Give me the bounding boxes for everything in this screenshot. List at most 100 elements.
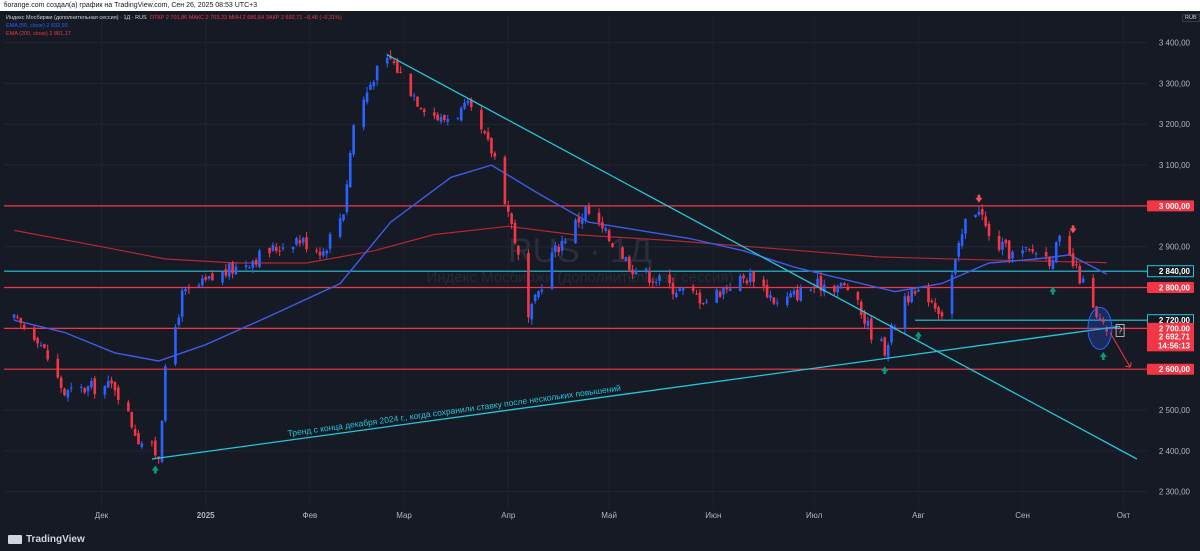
x-tick-label: Фев bbox=[303, 511, 318, 520]
buy-arrow-icon bbox=[881, 366, 889, 375]
candle-body bbox=[654, 281, 658, 283]
candle-body bbox=[69, 387, 73, 389]
last-price-tag bbox=[1147, 331, 1194, 352]
candle-body bbox=[1007, 240, 1011, 260]
ema200-line bbox=[13, 225, 1107, 264]
question-mark: ? bbox=[1118, 326, 1123, 335]
candle-body bbox=[927, 287, 930, 303]
candle-body bbox=[550, 252, 554, 289]
candle-body bbox=[557, 246, 560, 253]
candle-body bbox=[997, 235, 1001, 250]
y-tick-label: 2 300,00 bbox=[1159, 488, 1191, 497]
brand-text: TradingView bbox=[26, 534, 85, 545]
candle-body bbox=[833, 285, 836, 292]
candle-body bbox=[419, 107, 423, 109]
candle-body bbox=[1081, 278, 1085, 283]
countdown-label: 14:56:13 bbox=[1158, 341, 1191, 350]
candle-body bbox=[117, 387, 120, 400]
candle-body bbox=[164, 366, 167, 421]
candle-body bbox=[234, 266, 238, 275]
candle-body bbox=[671, 282, 675, 295]
candle-body bbox=[207, 275, 211, 279]
candle-body bbox=[537, 291, 540, 298]
candle-body bbox=[43, 344, 46, 348]
candle-body bbox=[1044, 252, 1048, 257]
currency-chip[interactable]: RUB bbox=[1182, 14, 1200, 22]
candle-body bbox=[153, 440, 157, 456]
candle-body bbox=[587, 205, 591, 214]
candle-body bbox=[950, 274, 954, 315]
buy-arrow-icon bbox=[1049, 286, 1057, 295]
candle-body bbox=[1001, 241, 1004, 250]
candle-body bbox=[197, 285, 201, 287]
candle-body bbox=[469, 99, 473, 108]
candle-body bbox=[964, 218, 967, 234]
candle-body bbox=[564, 241, 567, 244]
candle-body bbox=[422, 109, 426, 113]
buy-arrow-icon bbox=[151, 465, 159, 474]
legend-ema50[interactable]: EMA (50, close) 2 832,93 bbox=[6, 22, 342, 30]
candle-body bbox=[681, 287, 685, 291]
candle-body bbox=[80, 386, 83, 388]
candle-body bbox=[930, 300, 934, 303]
candle-body bbox=[863, 312, 866, 324]
candle-body bbox=[463, 102, 466, 109]
x-tick-label: 2025 bbox=[197, 511, 215, 520]
candle-body bbox=[987, 223, 991, 237]
x-tick-label: Окт bbox=[1117, 511, 1131, 520]
candle-body bbox=[130, 411, 134, 428]
candle-body bbox=[722, 287, 725, 295]
trendline-2[interactable] bbox=[386, 54, 1138, 460]
candle-body bbox=[375, 65, 379, 81]
candle-body bbox=[584, 206, 587, 220]
candle-body bbox=[201, 278, 204, 286]
candle-body bbox=[140, 443, 144, 447]
watermark-name: Индекс Мосбиржи (дополнительная сессия) bbox=[427, 269, 734, 286]
brand[interactable]: TradingView bbox=[8, 534, 85, 545]
candle-body bbox=[812, 287, 816, 289]
time-axis[interactable]: Дек 2025 Фев Мар Апр Май Июн Июл Авг Сен Окт bbox=[95, 511, 1131, 520]
x-tick-label: Мар bbox=[396, 511, 412, 520]
candle-body bbox=[715, 289, 718, 303]
candle-body bbox=[204, 277, 208, 280]
legend-ema200[interactable]: EMA (200, close) 2 861,17 bbox=[6, 30, 342, 38]
candle-body bbox=[554, 245, 557, 252]
projection-arrow bbox=[1109, 332, 1131, 368]
x-tick-label: Сен bbox=[1015, 511, 1030, 520]
candle-body bbox=[910, 288, 913, 303]
trendlines[interactable] bbox=[151, 54, 1138, 460]
ema50-path bbox=[13, 164, 1108, 362]
price-tag-label: 2 600,00 bbox=[1159, 365, 1191, 374]
candle-body bbox=[137, 433, 140, 445]
candle-body bbox=[980, 209, 984, 215]
candle-body bbox=[627, 256, 631, 270]
candle-body bbox=[271, 245, 275, 251]
candle-body bbox=[792, 290, 796, 295]
candle-body bbox=[658, 275, 661, 281]
trend-annotation: Тренд с конца декабря 2024 г., когда сох… bbox=[287, 383, 622, 439]
candle-body bbox=[611, 243, 614, 248]
candle-body bbox=[913, 291, 917, 294]
question-box bbox=[1115, 324, 1125, 337]
candle-body bbox=[785, 296, 789, 305]
candle-body bbox=[291, 246, 295, 250]
top-caption-bar: fiorange.com создал(a) график на Trading… bbox=[0, 0, 1200, 11]
candle-body bbox=[90, 380, 93, 388]
candle-body bbox=[1098, 318, 1102, 321]
candle-body bbox=[251, 261, 255, 268]
trendline-1[interactable] bbox=[151, 325, 1121, 460]
candle-body bbox=[775, 302, 779, 304]
candle-body bbox=[258, 250, 261, 268]
price-tag-label: 3 000,00 bbox=[1159, 202, 1191, 211]
candle-body bbox=[83, 388, 86, 393]
candle-body bbox=[305, 237, 308, 250]
candle-body bbox=[36, 337, 39, 344]
ema50-legend-text: EMA (50, close) 2 832,93 bbox=[6, 23, 68, 29]
candle-body bbox=[110, 380, 113, 384]
candle-body bbox=[342, 214, 345, 221]
candle-body bbox=[325, 250, 329, 254]
candle-body bbox=[843, 283, 846, 286]
candle-body bbox=[839, 283, 843, 287]
candle-body bbox=[433, 112, 436, 116]
